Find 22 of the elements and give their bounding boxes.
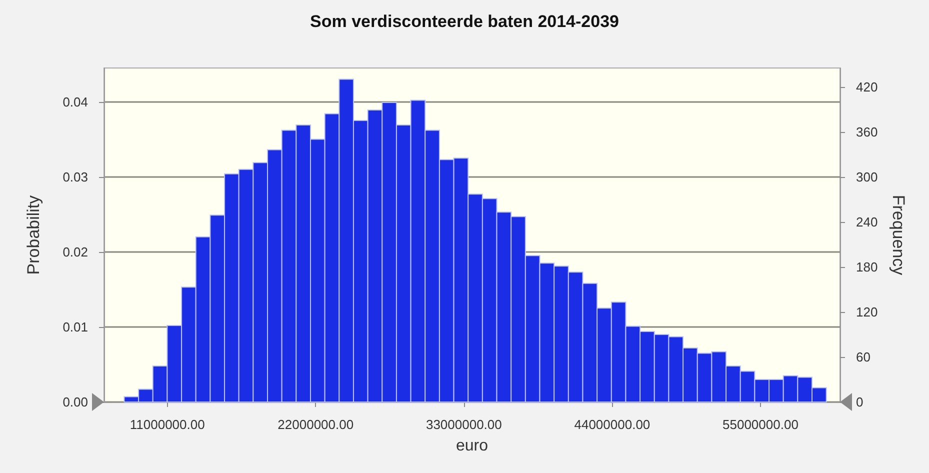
- y2-tick-label: 60: [856, 349, 870, 364]
- y2-tick-label: 180: [856, 259, 878, 274]
- x-tick-label: 11000000.00: [130, 417, 205, 432]
- chart-title: Som verdisconteerde baten 2014-2039: [310, 12, 619, 31]
- y-tick-label: 0.00: [62, 394, 88, 410]
- y2-tick-label: 300: [856, 169, 878, 184]
- y-axis-title: Probability: [24, 194, 43, 275]
- x-tick-label: 33000000.00: [426, 417, 502, 432]
- y2-axis-title: Frequency: [889, 194, 908, 276]
- y-tick-label: 0.02: [62, 244, 88, 260]
- y-tick-label: 0.04: [62, 94, 88, 110]
- y2-tick-label: 0: [856, 394, 864, 410]
- x-tick-label: 44000000.00: [574, 417, 650, 432]
- y2-tick-label: 360: [856, 124, 878, 140]
- y2-tick-label: 120: [856, 304, 878, 320]
- x-tick-label: 55000000.00: [722, 417, 798, 432]
- y2-tick-label: 240: [856, 214, 878, 230]
- y-tick-label: 0.01: [62, 319, 88, 334]
- x-axis-title: euro: [456, 438, 488, 454]
- y2-tick-label: 420: [856, 79, 878, 94]
- y-tick-label: 0.03: [62, 169, 88, 184]
- x-tick-label: 22000000.00: [278, 417, 354, 432]
